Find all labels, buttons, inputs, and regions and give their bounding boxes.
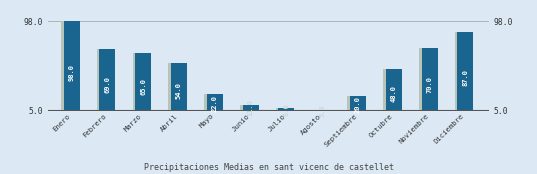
- Bar: [99, 49, 115, 110]
- Bar: [243, 105, 259, 110]
- Bar: [455, 32, 471, 110]
- Text: Precipitaciones Medias en sant vicenc de castellet: Precipitaciones Medias en sant vicenc de…: [143, 163, 394, 172]
- Bar: [347, 96, 364, 110]
- Bar: [276, 108, 292, 110]
- Text: 65.0: 65.0: [140, 78, 146, 95]
- Bar: [386, 69, 402, 110]
- Bar: [419, 48, 435, 110]
- Bar: [458, 32, 474, 110]
- Bar: [63, 21, 79, 110]
- Bar: [171, 63, 187, 110]
- Text: 5.0: 5.0: [319, 104, 325, 117]
- Bar: [135, 53, 151, 110]
- Bar: [422, 48, 438, 110]
- Text: 70.0: 70.0: [426, 76, 433, 93]
- Bar: [278, 108, 294, 110]
- Bar: [383, 69, 400, 110]
- Text: 54.0: 54.0: [176, 82, 182, 99]
- Text: 22.0: 22.0: [212, 95, 218, 112]
- Text: 20.0: 20.0: [355, 96, 361, 113]
- Bar: [350, 96, 366, 110]
- Text: 87.0: 87.0: [462, 69, 468, 86]
- Text: 98.0: 98.0: [69, 64, 75, 81]
- Bar: [61, 21, 77, 110]
- Text: 69.0: 69.0: [104, 76, 111, 93]
- Bar: [97, 49, 113, 110]
- Bar: [204, 94, 220, 110]
- Text: 11.0: 11.0: [248, 100, 253, 116]
- Bar: [133, 53, 149, 110]
- Text: 48.0: 48.0: [391, 85, 397, 102]
- Bar: [169, 63, 185, 110]
- Bar: [240, 105, 256, 110]
- Bar: [207, 94, 223, 110]
- Text: 8.0: 8.0: [284, 103, 289, 116]
